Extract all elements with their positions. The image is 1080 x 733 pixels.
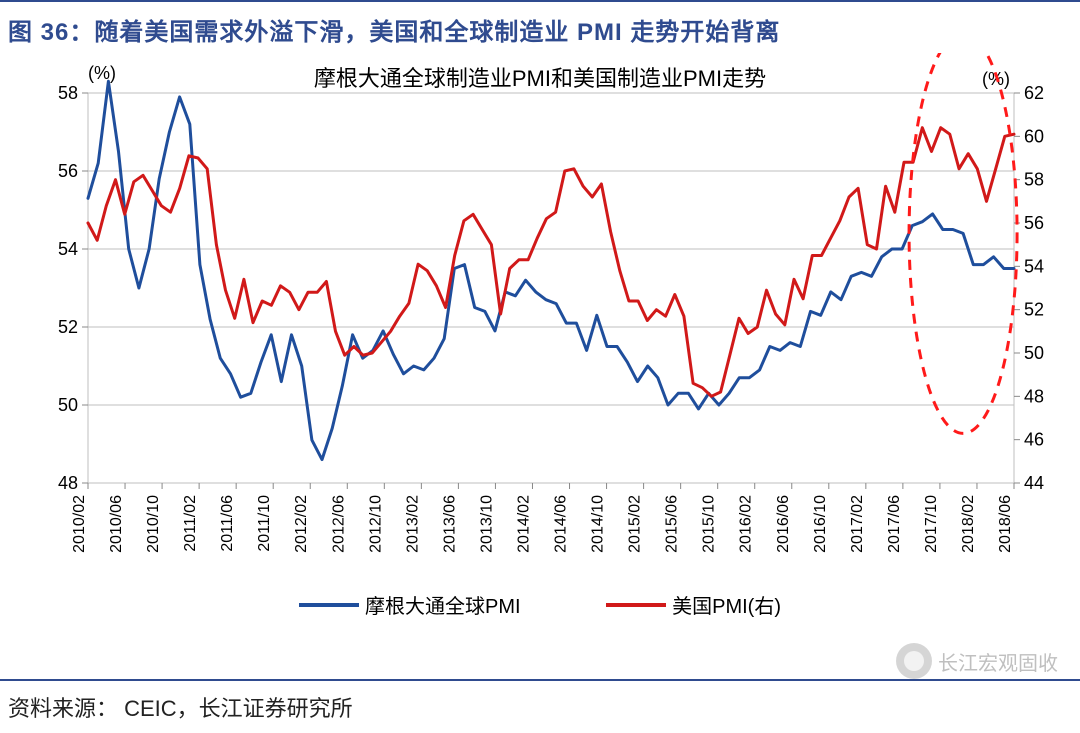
legend-item-global: 摩根大通全球PMI: [299, 590, 521, 619]
legend-swatch-us: [606, 603, 666, 607]
svg-text:2018/02: 2018/02: [960, 495, 977, 553]
watermark: 长江宏观固收: [896, 643, 1058, 679]
figure: 图 36：随着美国需求外溢下滑，美国和全球制造业 PMI 走势开始背离 摩根大通…: [0, 0, 1080, 733]
svg-text:56: 56: [1024, 213, 1044, 233]
svg-text:2017/02: 2017/02: [849, 495, 866, 553]
legend: 摩根大通全球PMI 美国PMI(右): [10, 590, 1070, 620]
svg-text:2014/10: 2014/10: [590, 495, 607, 553]
svg-text:2011/10: 2011/10: [256, 495, 273, 552]
legend-swatch-global: [299, 603, 359, 607]
svg-text:2015/06: 2015/06: [664, 495, 681, 553]
svg-text:54: 54: [1024, 256, 1044, 276]
svg-text:2013/06: 2013/06: [441, 495, 458, 553]
svg-text:48: 48: [58, 473, 78, 493]
source-text: 资料来源： CEIC，长江证券研究所: [8, 696, 353, 721]
svg-text:62: 62: [1024, 83, 1044, 103]
svg-text:60: 60: [1024, 126, 1044, 146]
svg-text:2012/06: 2012/06: [330, 495, 347, 553]
svg-text:2010/06: 2010/06: [108, 495, 125, 553]
svg-text:58: 58: [1024, 170, 1044, 190]
legend-label-global: 摩根大通全球PMI: [365, 590, 521, 619]
svg-text:2014/02: 2014/02: [515, 495, 532, 553]
figure-title: 图 36：随着美国需求外溢下滑，美国和全球制造业 PMI 走势开始背离: [8, 19, 780, 46]
svg-text:48: 48: [1024, 386, 1044, 406]
svg-text:2010/10: 2010/10: [145, 495, 162, 553]
svg-text:54: 54: [58, 239, 78, 259]
svg-text:2010/02: 2010/02: [71, 495, 88, 553]
svg-text:2016/10: 2016/10: [812, 495, 829, 553]
svg-text:2012/02: 2012/02: [293, 495, 310, 553]
svg-text:2017/10: 2017/10: [923, 495, 940, 553]
svg-text:58: 58: [58, 83, 78, 103]
legend-label-us: 美国PMI(右): [672, 590, 781, 619]
svg-text:2014/06: 2014/06: [553, 495, 570, 553]
svg-text:2011/06: 2011/06: [219, 495, 236, 552]
svg-text:2018/06: 2018/06: [997, 495, 1014, 553]
chart-area: 摩根大通全球制造业PMI和美国制造业PMI走势 (%) (%) 48505254…: [10, 53, 1070, 623]
svg-text:44: 44: [1024, 473, 1044, 493]
svg-text:46: 46: [1024, 430, 1044, 450]
chart-svg: 48 50 52 54 56 58 44 46 48 50 52 54 56 58 60 62 2010/02 2…: [10, 53, 1070, 623]
figure-footer: 资料来源： CEIC，长江证券研究所: [0, 679, 1080, 733]
svg-text:2017/06: 2017/06: [886, 495, 903, 553]
svg-text:50: 50: [58, 395, 78, 415]
svg-text:56: 56: [58, 161, 78, 181]
svg-text:2016/06: 2016/06: [775, 495, 792, 553]
svg-text:50: 50: [1024, 343, 1044, 363]
svg-text:2015/10: 2015/10: [701, 495, 718, 553]
svg-text:2012/10: 2012/10: [367, 495, 384, 553]
svg-text:52: 52: [58, 317, 78, 337]
svg-text:2013/02: 2013/02: [404, 495, 421, 553]
svg-text:2016/02: 2016/02: [738, 495, 755, 553]
legend-item-us: 美国PMI(右): [606, 590, 781, 619]
watermark-icon: [896, 643, 932, 679]
watermark-text: 长江宏观固收: [938, 647, 1058, 676]
svg-text:52: 52: [1024, 300, 1044, 320]
svg-text:2011/02: 2011/02: [182, 495, 199, 552]
svg-text:2013/10: 2013/10: [478, 495, 495, 553]
figure-header: 图 36：随着美国需求外溢下滑，美国和全球制造业 PMI 走势开始背离: [0, 0, 1080, 53]
svg-text:2015/02: 2015/02: [627, 495, 644, 553]
